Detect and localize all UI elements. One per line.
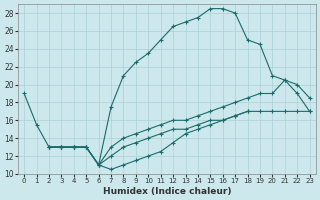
X-axis label: Humidex (Indice chaleur): Humidex (Indice chaleur)	[103, 187, 231, 196]
